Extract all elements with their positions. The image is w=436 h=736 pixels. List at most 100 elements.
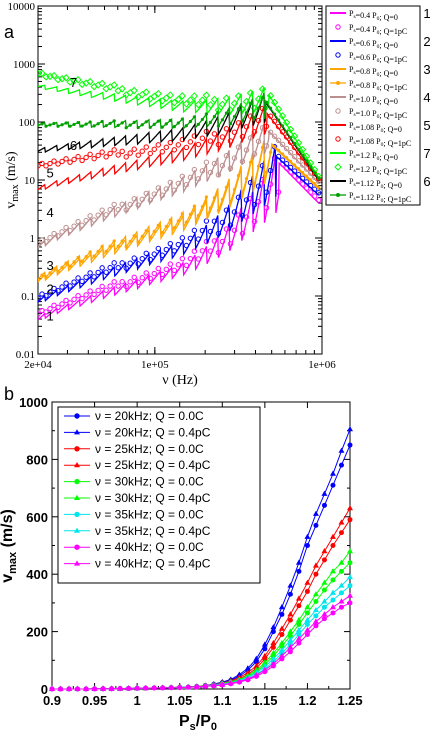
panel-a-series-point <box>252 181 257 185</box>
panel-a-series-point <box>293 163 297 167</box>
panel-a-series-point <box>38 163 41 169</box>
panel-a-series-point <box>100 244 104 249</box>
panel-a-series-point <box>158 97 166 105</box>
panel-b-series-point <box>321 604 327 610</box>
panel-a-series-point <box>276 118 281 122</box>
panel-a-series-point <box>266 92 275 100</box>
panel-a-series-point <box>243 147 250 153</box>
panel-a-series-point <box>278 112 287 120</box>
panel-b-series-point <box>347 583 353 589</box>
panel-a-series-point <box>64 121 68 125</box>
panel-b-series-point <box>304 621 310 627</box>
panel-a-series-point <box>220 197 225 202</box>
panel-a-series-point <box>313 171 317 175</box>
panel-a-series-point <box>305 174 309 178</box>
panel-a-series-point <box>99 149 105 155</box>
panel-b-y-tick-label: 200 <box>26 625 48 640</box>
panel-b-series-point <box>227 680 234 686</box>
panel-a-series-point <box>66 78 74 86</box>
panel-a-series-point <box>251 151 258 157</box>
panel-a-ylabel-sub: max <box>10 184 21 201</box>
panel-a-legend-text: Ps=0.8 P0; Q=0 <box>349 65 398 78</box>
panel-b-series-point <box>66 685 73 691</box>
panel-a-series-point <box>295 158 302 164</box>
panel-a-series-point <box>135 152 141 158</box>
panel-b-series-point <box>304 626 311 633</box>
panel-a-series-point <box>159 252 165 258</box>
panel-a-series-point <box>91 155 97 162</box>
panel-a-series-point <box>307 189 314 195</box>
panel-a-series-point <box>175 180 182 187</box>
panel-a-series-line <box>38 144 320 303</box>
panel-a-legend-marker <box>335 108 341 114</box>
panel-a-series-point <box>220 118 225 122</box>
panel-a-series-point <box>59 301 65 307</box>
panel-b-legend-text: ν = 20kHz; Q = 0.0C <box>95 409 204 423</box>
panel-a-series-point <box>128 123 132 127</box>
panel-a-series-point <box>303 179 310 185</box>
panel-a-series-point <box>200 205 204 209</box>
panel-a-series-point <box>219 162 226 169</box>
panel-a-series-point <box>204 195 208 199</box>
panel-b-legend-text: ν = 30kHz; Q = 0.4pC <box>95 491 211 505</box>
panel-a-series-point <box>112 239 116 243</box>
panel-a-series-point <box>264 100 269 104</box>
panel-a-series-point <box>115 265 121 271</box>
panel-a-series-point <box>68 264 72 268</box>
panel-a-series-point <box>123 154 129 160</box>
panel-a-series-point <box>111 147 117 153</box>
panel-b-legend-text: ν = 20kHz; Q = 0.4pC <box>95 425 211 439</box>
panel-a-series-point <box>63 224 69 231</box>
panel-b-series-point <box>329 568 336 574</box>
panel-b-x-tick-label: 1.05 <box>167 693 192 708</box>
panel-a-series-point <box>186 96 195 104</box>
panel-a-series-point <box>151 146 157 152</box>
panel-a-series-point <box>160 230 164 235</box>
panel-a-series-point <box>187 255 194 262</box>
panel-a-series-point <box>215 172 222 178</box>
panel-a-series-point <box>203 218 210 224</box>
panel-a-series-point <box>243 124 250 130</box>
panel-a-series-point <box>54 75 62 84</box>
panel-a-series-point <box>287 149 294 156</box>
panel-a-series-point <box>242 97 251 106</box>
panel-a-series-point <box>255 183 262 189</box>
panel-a-series-point <box>44 275 48 279</box>
panel-b-series-point <box>313 522 319 528</box>
panel-b-series-point <box>295 626 302 633</box>
panel-b-series-point <box>261 663 268 669</box>
panel-a-series-point <box>75 293 81 299</box>
panel-b-series-point <box>338 519 345 525</box>
panel-a-series-point <box>79 157 85 164</box>
panel-a-legend-number: 6 <box>423 174 430 189</box>
panel-b-series-point <box>304 610 310 616</box>
panel-a-series-point <box>234 92 243 100</box>
panel-a-series-point <box>195 256 202 262</box>
panel-a-series-point <box>111 279 117 285</box>
panel-b-legend-marker <box>74 462 80 468</box>
panel-a-series-point <box>284 130 289 134</box>
panel-b-series-point <box>279 631 285 637</box>
panel-a-series-point <box>163 246 170 253</box>
panel-a-series-point <box>171 248 178 254</box>
panel-a-series-point <box>143 144 149 150</box>
panel-a-series-point <box>159 192 165 198</box>
panel-a-series-point <box>108 244 112 248</box>
panel-b-series-point <box>347 600 353 606</box>
panel-a-series-point <box>116 123 120 128</box>
panel-b-series-point <box>295 559 302 565</box>
panel-a-series-point <box>179 173 186 180</box>
panel-a-series-point <box>64 261 68 265</box>
panel-a-series-point <box>216 124 221 128</box>
panel-a-series-point <box>152 229 156 233</box>
panel-a-series-point <box>191 248 198 254</box>
panel-a-series-point <box>275 123 282 130</box>
panel-a-series-point <box>59 284 65 290</box>
panel-b-series-point <box>159 684 166 690</box>
panel-a-series-point <box>172 125 176 129</box>
panel-b-series-point <box>304 533 311 539</box>
panel-a-series-point <box>107 150 113 157</box>
panel-a-series-point <box>171 147 178 153</box>
panel-a-series-point <box>99 283 105 290</box>
panel-a-series-point <box>211 218 218 224</box>
